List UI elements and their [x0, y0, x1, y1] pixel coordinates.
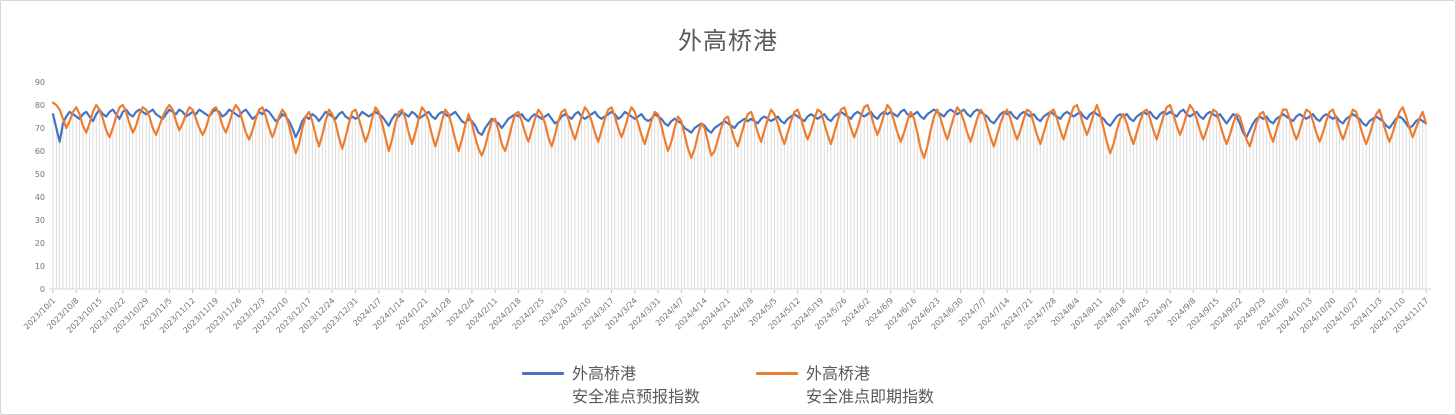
legend-item-spot: 外高桥港 安全准点即期指数: [756, 362, 934, 408]
legend-item-forecast: 外高桥港 安全准点预报指数: [521, 362, 700, 408]
y-tick-label: 50: [35, 170, 45, 179]
y-tick-label: 60: [35, 147, 45, 156]
legend-forecast-text: 外高桥港 安全准点预报指数: [572, 362, 700, 408]
series-line-spot: [51, 101, 1428, 159]
y-tick-label: 70: [35, 124, 45, 133]
y-tick-label: 20: [35, 239, 45, 248]
series-line-forecast: [51, 108, 1428, 143]
legend-spot-subtitle: 安全准点即期指数: [806, 386, 935, 406]
y-tick-label: 0: [40, 285, 45, 294]
legend-forecast-name: 外高桥港: [571, 363, 636, 383]
plot-area: 01020304050607080902023/10/12023/10/8202…: [22, 78, 1431, 335]
legend-forecast-subtitle: 安全准点预报指数: [571, 386, 700, 406]
spot-line-swatch: [756, 371, 798, 375]
y-tick-label: 80: [35, 101, 45, 110]
y-tick-label: 10: [35, 262, 45, 271]
legend-spot-name: 外高桥港: [806, 363, 871, 383]
y-tick-label: 40: [35, 193, 45, 202]
forecast-line-swatch: [521, 371, 564, 375]
y-tick-label: 90: [35, 78, 45, 87]
chart-title: 外高桥港: [678, 27, 778, 55]
y-tick-label: 30: [35, 216, 45, 225]
legend-spot-text: 外高桥港 安全准点即期指数: [806, 362, 934, 408]
legend: 外高桥港 安全准点预报指数 外高桥港 安全准点即期指数: [1, 362, 1455, 408]
